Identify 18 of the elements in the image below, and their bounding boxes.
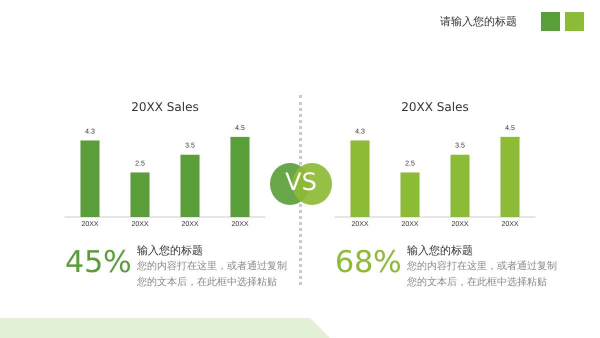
- bar: [400, 172, 420, 217]
- chart-title: 20XX Sales: [131, 100, 199, 114]
- text: 68%: [335, 245, 402, 280]
- text: 您的内容打在这里，或者通过复制您的文本后，在此框中选择粘贴: [407, 260, 558, 290]
- text: VS: [284, 168, 318, 196]
- bar: [80, 140, 100, 217]
- bar: [350, 140, 370, 217]
- text: 输入您的标题: [137, 243, 203, 258]
- bar: [450, 154, 470, 217]
- bar: [130, 172, 150, 217]
- chart-title: 20XX Sales: [401, 100, 469, 114]
- text: 您的内容打在这里，或者通过复制您的文本后，在此框中选择粘贴: [137, 260, 288, 290]
- text: 请输入您的标题: [440, 14, 517, 29]
- bar: [500, 136, 520, 217]
- text: 45%: [65, 245, 132, 280]
- text: 输入您的标题: [407, 243, 473, 258]
- bar: [230, 136, 250, 217]
- bar: [180, 154, 200, 217]
